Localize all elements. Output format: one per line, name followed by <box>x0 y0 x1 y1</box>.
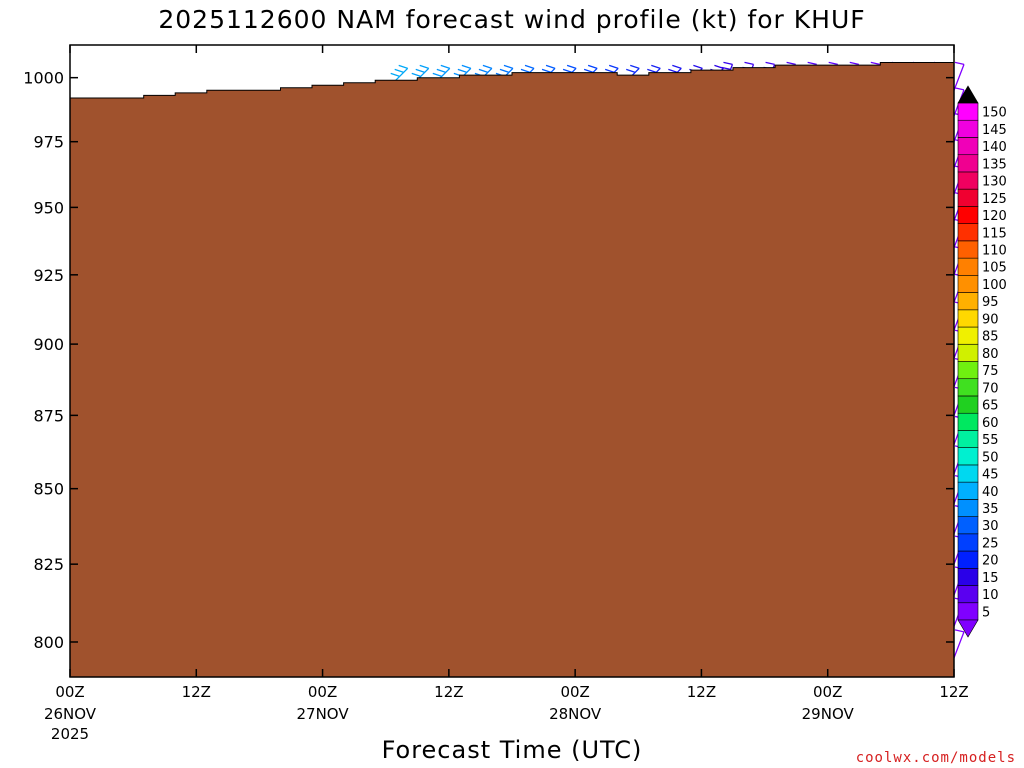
colorbar-label: 75 <box>982 364 999 379</box>
colorbar-label: 25 <box>982 537 999 552</box>
colorbar-segment <box>957 188 979 207</box>
colorbar-label: 65 <box>982 399 999 414</box>
x-axis: 00Z 26NOV 2025 12Z 00Z 27NOV 12Z 00Z 28NOV 12Z 00Z… <box>44 45 969 743</box>
x-axis-title: Forecast Time (UTC) <box>382 736 643 764</box>
colorbar-segment <box>957 171 979 190</box>
colorbar-segment <box>957 516 979 535</box>
colorbar-segment <box>957 378 979 397</box>
y-tick-label: 825 <box>33 555 64 574</box>
colorbar-segment <box>957 206 979 224</box>
colorbar-label: 10 <box>982 588 999 603</box>
colorbar-label: 120 <box>982 209 1007 224</box>
colorbar-label: 20 <box>982 554 999 569</box>
colorbar-label: 100 <box>982 278 1007 293</box>
colorbar-label: 125 <box>982 192 1007 207</box>
colorbar-label: 110 <box>982 244 1007 259</box>
x-tick-label: 00Z <box>308 683 337 701</box>
colorbar-segment <box>957 119 979 138</box>
x-date-label: 29NOV <box>802 705 855 723</box>
credit-text: coolwx.com/models <box>856 750 1016 766</box>
colorbar-label: 130 <box>982 175 1007 190</box>
y-tick-label: 925 <box>33 266 64 285</box>
colorbar-label: 105 <box>982 261 1007 276</box>
x-year-label: 2025 <box>51 725 89 743</box>
colorbar-label: 90 <box>982 312 999 327</box>
colorbar-segment <box>957 499 979 517</box>
wind-barb <box>953 61 965 91</box>
colorbar-segment <box>957 361 979 380</box>
colorbar-segment <box>957 309 979 328</box>
colorbar-label: 140 <box>982 140 1007 155</box>
colorbar-segment <box>957 292 979 311</box>
x-tick-label: 12Z <box>182 683 211 701</box>
colorbar-label: 135 <box>982 157 1007 172</box>
y-axis: 800 825 850 875 900 925 950 975 1000 <box>23 69 954 652</box>
y-tick-label: 950 <box>33 198 64 217</box>
colorbar-high-arrow <box>957 85 979 104</box>
colorbar-label: 15 <box>982 571 999 586</box>
colorbar-label: 85 <box>982 330 999 345</box>
y-tick-label: 850 <box>33 480 64 499</box>
colorbar-label: 30 <box>982 519 999 534</box>
colorbar-label: 35 <box>982 502 999 517</box>
x-tick-label: 00Z <box>813 683 842 701</box>
colorbar-segment <box>957 343 979 362</box>
y-tick-label: 800 <box>33 633 64 652</box>
chart-title: 2025112600 NAM forecast wind profile (kt… <box>158 5 865 34</box>
plot-frame <box>69 44 955 678</box>
colorbar-label: 80 <box>982 347 999 362</box>
colorbar-segment <box>957 412 979 431</box>
x-tick-label: 00Z <box>560 683 589 701</box>
colorbar-segment <box>957 240 979 259</box>
x-date-label: 27NOV <box>297 705 350 723</box>
colorbar-segment <box>957 395 979 414</box>
y-tick-label: 900 <box>33 335 64 354</box>
y-tick-label: 875 <box>33 406 64 425</box>
colorbar-label: 95 <box>982 295 999 310</box>
colorbar-segment <box>957 430 979 448</box>
colorbar-segment <box>957 567 979 586</box>
colorbar-segment <box>957 481 979 500</box>
colorbar-label: 60 <box>982 416 999 431</box>
colorbar-label: 145 <box>982 123 1007 138</box>
colorbar-label: 40 <box>982 485 999 500</box>
colorbar-segment <box>957 447 979 466</box>
colorbar-label: 55 <box>982 433 999 448</box>
x-tick-label: 12Z <box>434 683 463 701</box>
wind-barb <box>385 64 409 91</box>
colorbar-segment <box>957 274 979 293</box>
colorbar-segment <box>957 223 979 242</box>
colorbar-segment <box>957 464 979 483</box>
colorbar-segment <box>957 550 979 569</box>
colorbar-segment <box>957 326 979 345</box>
colorbar-label: 5 <box>982 605 990 620</box>
colorbar-segment <box>957 602 979 621</box>
x-date-label: 26NOV <box>44 705 97 723</box>
x-date-label: 28NOV <box>549 705 602 723</box>
x-tick-label: 00Z <box>55 683 84 701</box>
wind-barb <box>953 629 965 659</box>
colorbar-segment <box>957 533 979 552</box>
colorbar-segment <box>957 137 979 156</box>
colorbar-segment <box>957 154 979 173</box>
colorbar-segment <box>957 257 979 276</box>
x-tick-label: 12Z <box>939 683 968 701</box>
y-tick-label: 975 <box>33 133 64 152</box>
colorbar-low-arrow <box>957 619 979 638</box>
colorbar-label: 70 <box>982 381 999 396</box>
y-tick-label: 1000 <box>23 69 64 88</box>
colorbar-label: 50 <box>982 450 999 465</box>
colorbar-label: 45 <box>982 468 999 483</box>
x-tick-label: 12Z <box>687 683 716 701</box>
color-legend: 5 10 15 20 25 30 35 40 45 50 55 60 65 70 75 80 85 90 95 100… <box>957 85 1007 638</box>
colorbar-segment <box>957 102 979 121</box>
colorbar-label: 150 <box>982 106 1007 121</box>
colorbar-segment <box>957 585 979 604</box>
ground-surface <box>69 62 955 678</box>
colorbar-label: 115 <box>982 226 1007 241</box>
